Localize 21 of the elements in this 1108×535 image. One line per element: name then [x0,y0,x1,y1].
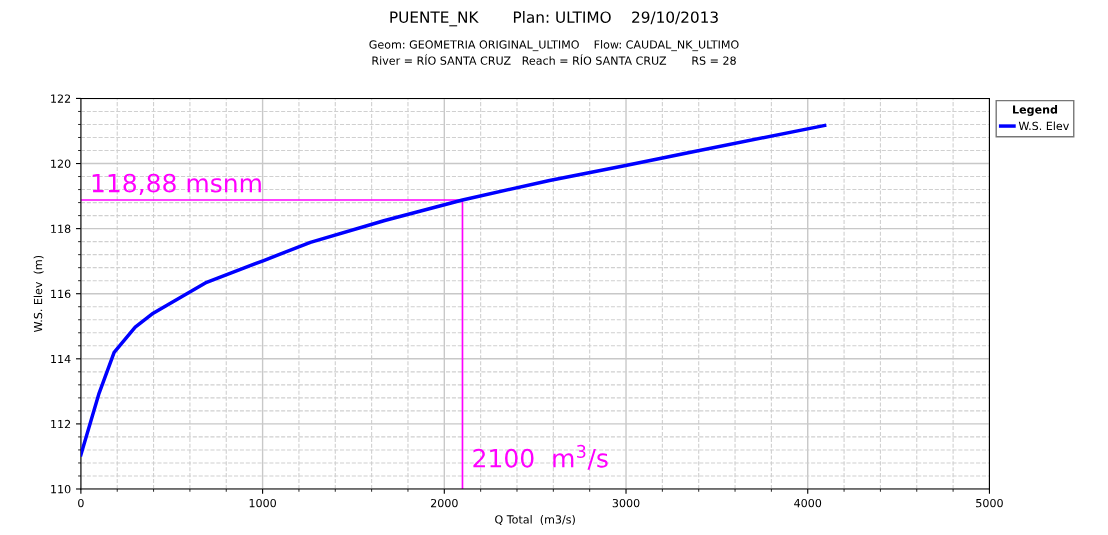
x-axis-title: Q Total (m3/s) [495,515,575,525]
y-tick-label: 118 [51,224,71,233]
y-tick-label: 116 [51,289,71,299]
chart-subtitle: Geom: GEOMETRIA ORIGINAL_ULTIMO Flow: CAUDAL_NK_ULTIMO River = RÍO SANTA CRUZ Reach = RÍO SANTA CRUZ RS = 28 [369,40,739,65]
x-tick-label: 3000 [612,498,640,508]
legend-title: Legend [1013,105,1058,116]
legend-label: W.S. Elev [1018,121,1069,131]
chart-title: PUENTE_NK Plan: ULTIMO 29/10/2013 [390,11,718,27]
y-axis-title: W.S. Elev (m) [33,255,44,333]
x-tick-label: 1000 [249,498,276,508]
ref-line-label: 2100 m$^{3}$/s [473,444,608,470]
y-tick-label: 110 [51,484,71,494]
y-tick-label: 120 [51,159,71,168]
y-tick-label: 112 [51,419,71,429]
x-tick-label: 0 [78,498,84,508]
y-tick-label: 114 [51,354,71,364]
x-tick-label: 5000 [976,498,1003,508]
y-tick-label: 122 [51,94,71,103]
ref-line-label: 118,88 msnm [92,173,261,196]
x-tick-label: 2000 [430,498,458,508]
x-tick-label: 4000 [794,498,822,508]
